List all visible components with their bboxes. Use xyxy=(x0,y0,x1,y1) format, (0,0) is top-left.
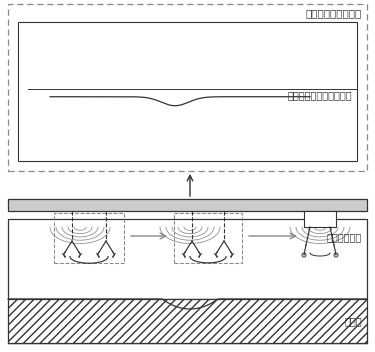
Text: 混凝土材料层: 混凝土材料层 xyxy=(327,232,362,242)
Text: 钢结构表面图像成像显示: 钢结构表面图像成像显示 xyxy=(287,90,352,101)
Bar xyxy=(304,211,336,227)
Bar xyxy=(8,219,367,299)
Bar xyxy=(8,199,367,211)
Bar xyxy=(174,213,242,263)
Text: 钢筋构: 钢筋构 xyxy=(344,316,362,326)
Bar xyxy=(8,4,367,171)
Text: 米波功率成像计算机: 米波功率成像计算机 xyxy=(306,8,362,18)
Bar xyxy=(18,22,357,161)
Bar xyxy=(54,213,124,263)
Bar xyxy=(8,299,367,343)
